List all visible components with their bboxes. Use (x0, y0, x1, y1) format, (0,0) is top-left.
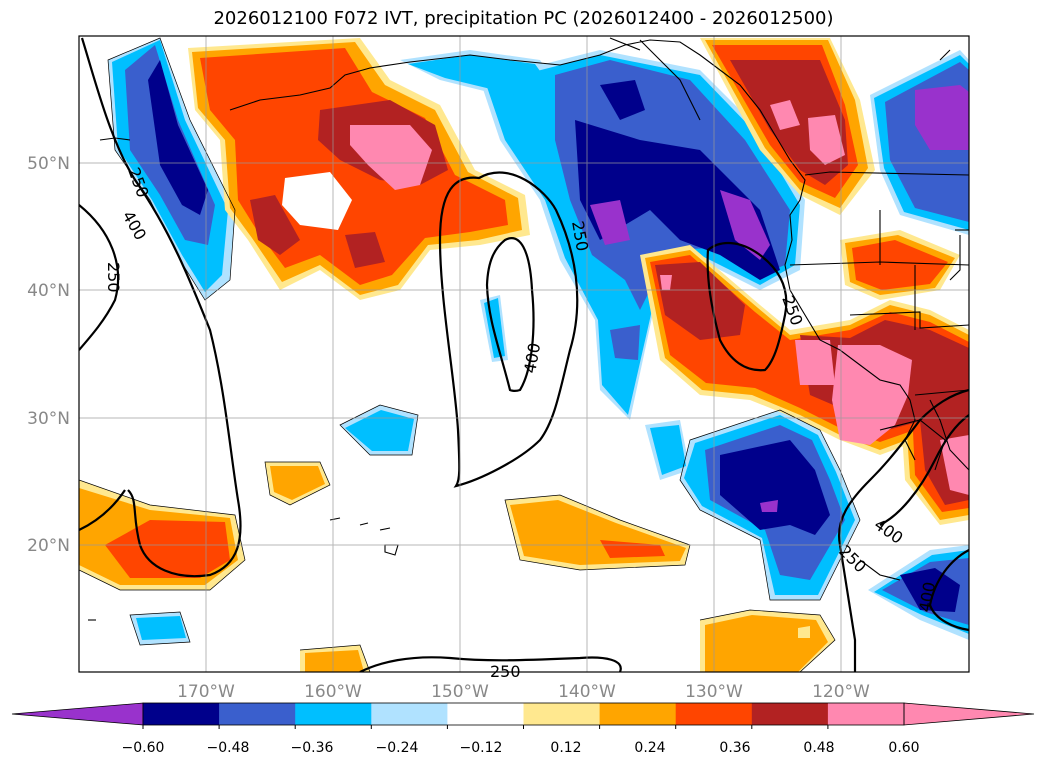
colorbar-tick-label: −0.24 (376, 740, 419, 756)
colorbar-tick-label: 0.12 (550, 740, 581, 756)
latitude-labels: 50°N 40°N 30°N 20°N (27, 154, 70, 556)
colorbar-tick-label: 0.48 (803, 740, 834, 756)
colorbar-tick-label: −0.60 (122, 740, 165, 756)
colorbar-bin (371, 703, 448, 725)
longitude-labels: 170°W 160°W 150°W 140°W 130°W 120°W (177, 682, 870, 702)
colorbar-bin (827, 703, 905, 725)
colorbar-tick-label: −0.48 (207, 740, 250, 756)
colorbar-bin (751, 703, 829, 725)
lon-label: 160°W (304, 682, 362, 702)
lon-label: 120°W (812, 682, 870, 702)
precipitation-field (79, 37, 969, 672)
colorbar-tick-label: 0.24 (634, 740, 665, 756)
colorbar-bin (447, 703, 524, 725)
colorbar-bin (523, 703, 601, 725)
lat-label: 30°N (27, 409, 70, 429)
lat-label: 20°N (27, 536, 70, 556)
colorbar-bin (675, 703, 753, 725)
colorbar-tick-label: 0.36 (719, 740, 750, 756)
colorbar-tick-label: −0.36 (291, 740, 334, 756)
colorbar-bin (599, 703, 677, 725)
colorbar-bin (295, 703, 372, 725)
ivt-contours (79, 37, 969, 672)
lat-label: 40°N (27, 281, 70, 301)
lon-label: 140°W (558, 682, 616, 702)
colorbar-tick-label: −0.12 (460, 740, 503, 756)
colorbar (11, 702, 1035, 729)
lat-label: 50°N (27, 154, 70, 174)
lon-label: 170°W (177, 682, 235, 702)
lon-label: 150°W (431, 682, 489, 702)
colorbar-extend-max (903, 702, 1035, 726)
colorbar-tick-label: 0.60 (888, 740, 919, 756)
colorbar-bin (219, 703, 296, 725)
colorbar-bin (143, 703, 220, 725)
colorbar-extend-min (11, 702, 144, 726)
graticule (79, 36, 969, 672)
lon-label: 130°W (685, 682, 743, 702)
map-frame (78, 35, 970, 673)
contour-label: 250 (104, 262, 123, 293)
map-title: 2026012100 F072 IVT, precipitation PC (2… (213, 8, 834, 29)
coastline-layer (88, 37, 969, 621)
colorbar-tick-labels: −0.60 −0.48 −0.36 −0.24 −0.12 0.12 0.24 … (122, 740, 920, 756)
